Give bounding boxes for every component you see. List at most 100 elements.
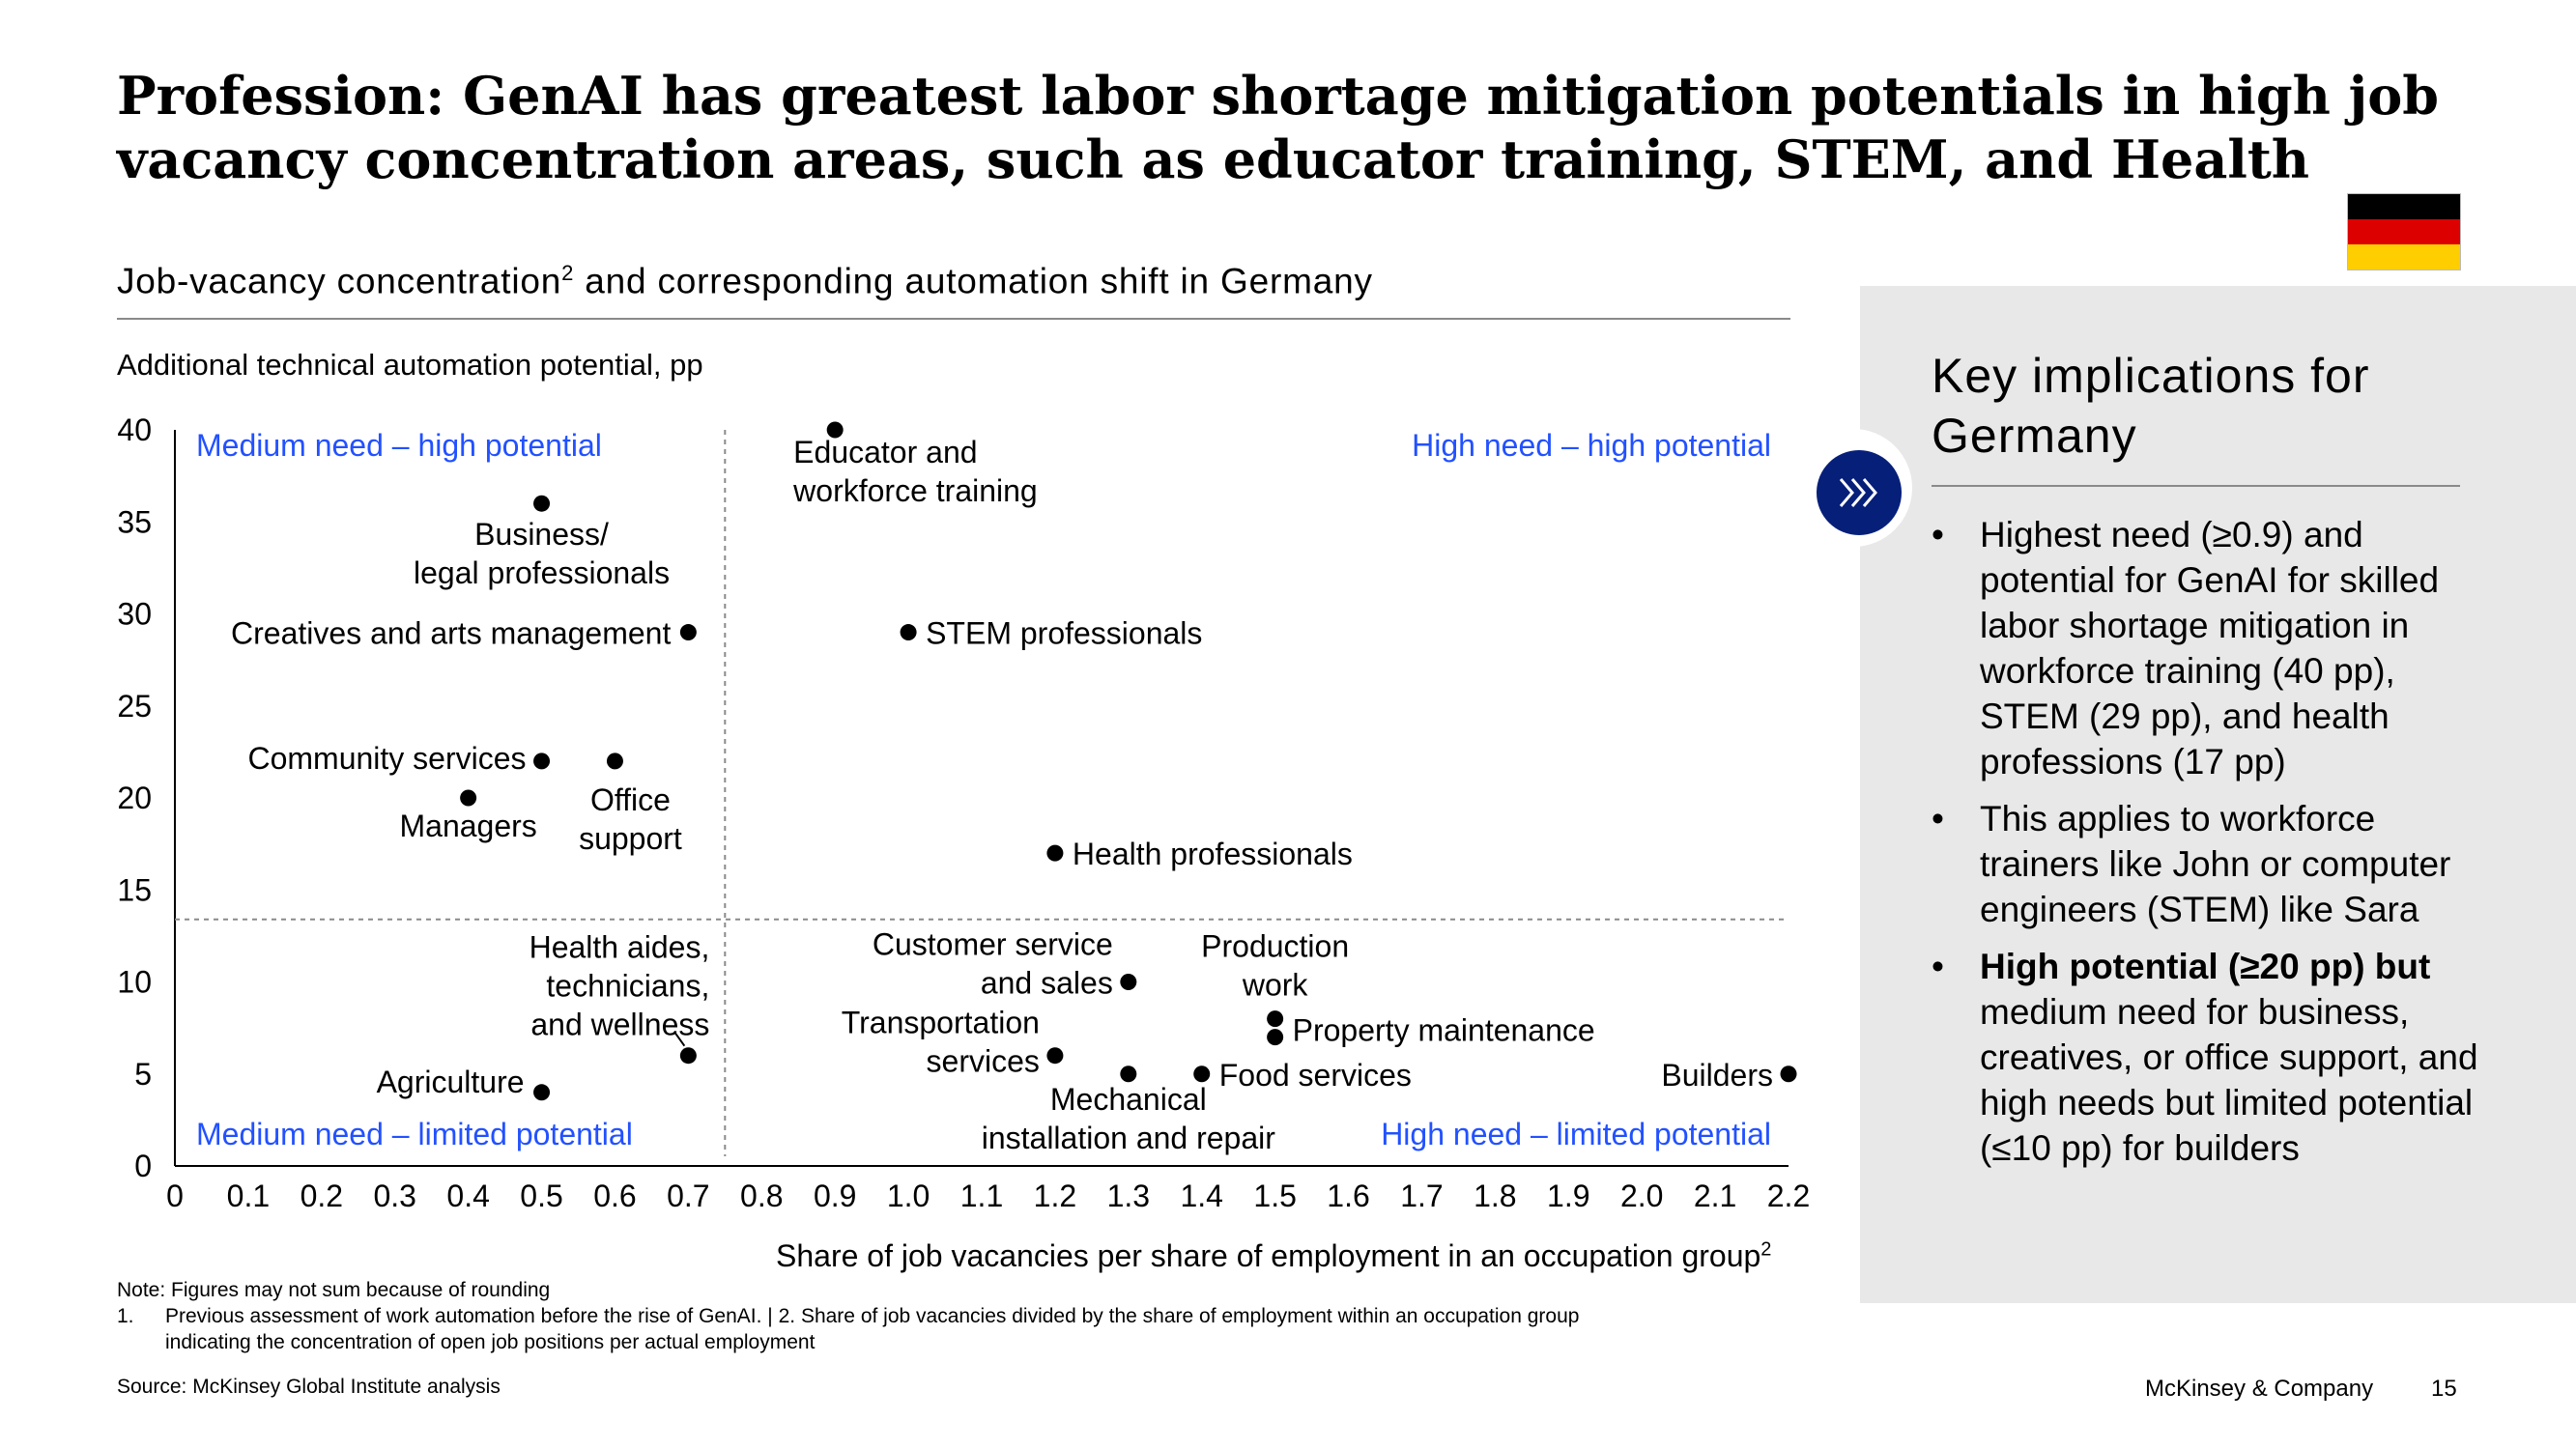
x-tick-label: 1.6 <box>1327 1179 1369 1213</box>
point-label: Transportation <box>842 1006 1040 1040</box>
germany-flag-icon <box>2347 193 2461 270</box>
footnote-text: Previous assessment of work automation b… <box>165 1305 1580 1353</box>
implication-text: medium need for business, creatives, or … <box>1980 992 2478 1168</box>
point-label: legal professionals <box>414 555 670 590</box>
point-label: Customer service <box>873 927 1113 962</box>
x-tick-label: 0.9 <box>814 1179 856 1213</box>
data-point <box>1267 1010 1284 1028</box>
quadrant-label: Medium need – high potential <box>196 428 602 463</box>
implication-item: • High potential (≥20 pp) but medium need… <box>1932 944 2492 1171</box>
point-label: Business/ <box>474 517 609 552</box>
y-axis-label: Additional technical automation potentia… <box>117 348 703 382</box>
point-label: Health aides, <box>530 930 710 965</box>
point-label: Creatives and arts management <box>231 616 671 651</box>
point-label: Health professionals <box>1073 837 1353 871</box>
point-label: technicians, <box>546 969 709 1004</box>
panel-title: Key implications for Germany <box>1932 349 2370 463</box>
source-note: Source: McKinsey Global Institute analys… <box>117 1376 501 1398</box>
data-point <box>826 421 844 439</box>
data-point <box>533 495 551 512</box>
chart-subtitle: Job-vacancy concentration2 and correspon… <box>117 261 1373 301</box>
x-tick-label: 2.0 <box>1620 1179 1663 1213</box>
flag-stripe-gold <box>2348 244 2460 270</box>
point-label: and wellness <box>530 1008 709 1042</box>
data-point <box>679 1047 697 1065</box>
point-label: installation and repair <box>982 1121 1276 1155</box>
y-tick-label: 10 <box>117 965 152 1000</box>
x-tick-label: 1.5 <box>1253 1179 1296 1213</box>
x-tick-label: 1.2 <box>1034 1179 1076 1213</box>
subtitle-text: Job-vacancy concentration <box>117 261 562 301</box>
data-point <box>679 624 697 641</box>
quadrant-label: Medium need – limited potential <box>196 1117 633 1151</box>
quadrant-label: High need – high potential <box>1412 428 1771 463</box>
x-tick-label: 0.8 <box>740 1179 783 1213</box>
implication-item: • Highest need (≥0.9) and potential for G… <box>1932 512 2492 784</box>
y-tick-label: 30 <box>117 597 152 632</box>
x-tick-label: 0.4 <box>446 1179 489 1213</box>
x-tick-label: 0.1 <box>227 1179 270 1213</box>
double-chevron-right-icon <box>1817 450 1902 535</box>
point-label: Managers <box>399 809 536 843</box>
page-number: 15 <box>2431 1376 2457 1402</box>
x-tick-label: 0.5 <box>520 1179 562 1213</box>
subtitle-sup: 2 <box>561 261 575 285</box>
implication-text: This applies to workforce trainers like … <box>1980 799 2451 929</box>
x-tick-label: 0.6 <box>593 1179 636 1213</box>
x-tick-label: 1.4 <box>1180 1179 1222 1213</box>
y-tick-label: 25 <box>117 689 152 724</box>
x-tick-label: 0.7 <box>667 1179 709 1213</box>
point-label: Agriculture <box>377 1065 525 1099</box>
x-tick-label: 2.2 <box>1767 1179 1810 1213</box>
data-point <box>1046 844 1064 862</box>
point-label: Property maintenance <box>1293 1013 1595 1048</box>
y-tick-label: 15 <box>117 872 152 907</box>
company-brand: McKinsey & Company <box>2145 1376 2374 1402</box>
data-point <box>606 753 623 770</box>
point-label: workforce training <box>792 473 1038 508</box>
subtitle-divider <box>117 318 1790 320</box>
data-point <box>1193 1065 1211 1083</box>
bullet-dot: • <box>1932 947 1944 986</box>
panel-divider <box>1932 485 2460 487</box>
data-point <box>1120 1065 1137 1083</box>
x-axis-label-text: Share of job vacancies per share of empl… <box>776 1238 1761 1273</box>
x-tick-label: 1.1 <box>960 1179 1003 1213</box>
chart-notes: Note: Figures may not sum because of rou… <box>117 1277 1663 1355</box>
point-label: services <box>927 1044 1040 1079</box>
data-point <box>900 624 917 641</box>
point-label: Builders <box>1661 1058 1773 1093</box>
x-tick-label: 1.3 <box>1107 1179 1150 1213</box>
x-tick-label: 1.8 <box>1474 1179 1516 1213</box>
point-label: Production <box>1201 929 1349 964</box>
implication-item: • This applies to workforce trainers like… <box>1932 796 2492 932</box>
data-point <box>1267 1029 1284 1046</box>
implications-list: • Highest need (≥0.9) and potential for G… <box>1932 512 2492 1182</box>
bullet-dot: • <box>1932 515 1944 554</box>
data-point <box>460 789 477 807</box>
implication-text: Highest need (≥0.9) and potential for Ge… <box>1980 515 2440 781</box>
implication-bold: High potential (≥20 pp) but <box>1980 947 2431 986</box>
y-tick-label: 20 <box>117 781 152 815</box>
point-label: Office <box>590 782 671 817</box>
data-point <box>1046 1047 1064 1065</box>
implications-panel <box>1860 286 2576 1303</box>
data-point <box>533 753 551 770</box>
point-label: work <box>1242 968 1309 1003</box>
x-axis-label-sup: 2 <box>1760 1238 1772 1261</box>
data-point <box>1780 1065 1797 1083</box>
point-label: Mechanical <box>1050 1082 1207 1117</box>
label-leader-line <box>673 1032 686 1047</box>
note-rounding: Note: Figures may not sum because of rou… <box>117 1279 551 1301</box>
y-tick-label: 40 <box>117 412 152 447</box>
subtitle-tail: and corresponding automation shift in Ge… <box>574 261 1373 301</box>
quadrant-label: High need – limited potential <box>1381 1117 1771 1151</box>
point-label: STEM professionals <box>926 616 1202 651</box>
point-label: Food services <box>1219 1058 1412 1093</box>
x-tick-label: 0.3 <box>373 1179 415 1213</box>
footnote: 1. Previous assessment of work automatio… <box>117 1303 1663 1355</box>
point-label: Community services <box>247 741 526 776</box>
y-tick-label: 5 <box>134 1057 152 1092</box>
x-tick-label: 2.1 <box>1694 1179 1736 1213</box>
